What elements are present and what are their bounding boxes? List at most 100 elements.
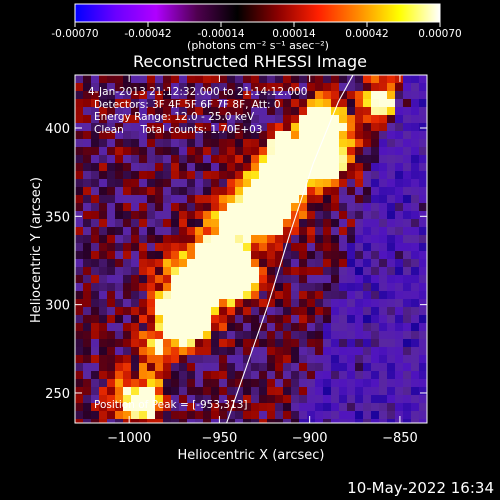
heatmap-cell [363,227,372,236]
heatmap-cell [251,155,260,164]
heatmap-cell [163,347,172,356]
heatmap-cell [291,363,300,372]
heatmap-cell [219,99,228,108]
heatmap-cell [395,403,404,412]
heatmap-cell [147,379,156,388]
heatmap-cell [107,115,116,124]
heatmap-cell [131,347,140,356]
heatmap-cell [139,227,148,236]
heatmap-cell [115,243,124,252]
heatmap-cell [171,275,180,284]
heatmap-cell [307,235,316,244]
heatmap-cell [115,155,124,164]
heatmap-cell [187,363,196,372]
heatmap-cell [131,291,140,300]
heatmap-cell [211,403,220,412]
heatmap-cell [395,251,404,260]
heatmap-cell [123,219,132,228]
heatmap-cell [299,163,308,172]
heatmap-cell [363,347,372,356]
heatmap-cell [379,379,388,388]
heatmap-cell [75,131,84,140]
heatmap-cell [419,171,427,180]
heatmap-cell [163,227,172,236]
heatmap-cell [323,379,332,388]
heatmap-cell [163,355,172,364]
heatmap-cell [267,387,276,396]
heatmap-cell [339,331,348,340]
heatmap-cell [275,251,284,260]
heatmap-cell [339,179,348,188]
heatmap-cell [75,171,84,180]
heatmap-cell [259,195,268,204]
heatmap-cell [163,251,172,260]
heatmap-cell [251,235,260,244]
heatmap-cell [83,275,92,284]
heatmap-cell [115,315,124,324]
heatmap-cell [291,419,300,423]
heatmap-cell [171,267,180,276]
heatmap-cell [395,283,404,292]
heatmap-cell [363,387,372,396]
heatmap-cell [227,75,236,84]
heatmap-cell [171,123,180,132]
heatmap-cell [331,139,340,148]
heatmap-cell [251,387,260,396]
heatmap-cell [187,355,196,364]
heatmap-cell [291,147,300,156]
heatmap-cell [203,379,212,388]
heatmap-cell [259,75,268,84]
heatmap-cell [187,259,196,268]
colorbar-ticks: -0.00070 -0.00042 -0.00014 0.00014 0.00042 0.… [51,22,462,40]
heatmap-cell [251,211,260,220]
heatmap-cell [131,219,140,228]
heatmap-cell [315,155,324,164]
heatmap-cell [243,355,252,364]
heatmap-cell [187,195,196,204]
heatmap-cell [371,323,380,332]
heatmap-cell [395,139,404,148]
heatmap-cell [139,347,148,356]
heatmap-cell [99,115,108,124]
heatmap-cell [227,307,236,316]
heatmap-cell [419,147,427,156]
heatmap-cell [203,91,212,100]
heatmap-cell [115,259,124,268]
heatmap-cell [299,259,308,268]
heatmap-cell [291,355,300,364]
heatmap-cell [123,275,132,284]
heatmap-cell [299,75,308,84]
heatmap-cell [211,211,220,220]
heatmap-cell [235,291,244,300]
heatmap-cell [307,323,316,332]
heatmap-cell [187,131,196,140]
heatmap-cell [307,219,316,228]
colorbar-tick-label: 0.00014 [272,28,316,40]
heatmap-cell [251,347,260,356]
heatmap-cell [83,131,92,140]
heatmap-cell [387,171,396,180]
heatmap-cell [243,259,252,268]
heatmap-cell [371,259,380,268]
heatmap-cell [275,371,284,380]
heatmap-cell [355,291,364,300]
heatmap-cell [275,403,284,412]
heatmap-cell [331,243,340,252]
heatmap-cell [315,387,324,396]
heatmap-cell [267,307,276,316]
heatmap-cell [115,203,124,212]
heatmap-cell [419,419,427,423]
heatmap-cell [403,115,412,124]
heatmap-cell [203,99,212,108]
heatmap-cell [171,395,180,404]
heatmap-cell [107,195,116,204]
heatmap-cell [291,379,300,388]
heatmap-cell [171,307,180,316]
heatmap-cell [139,211,148,220]
heatmap-cell [187,323,196,332]
heatmap-cell [347,163,356,172]
heatmap-cell [195,291,204,300]
heatmap-cell [227,83,236,92]
heatmap-cell [179,187,188,196]
